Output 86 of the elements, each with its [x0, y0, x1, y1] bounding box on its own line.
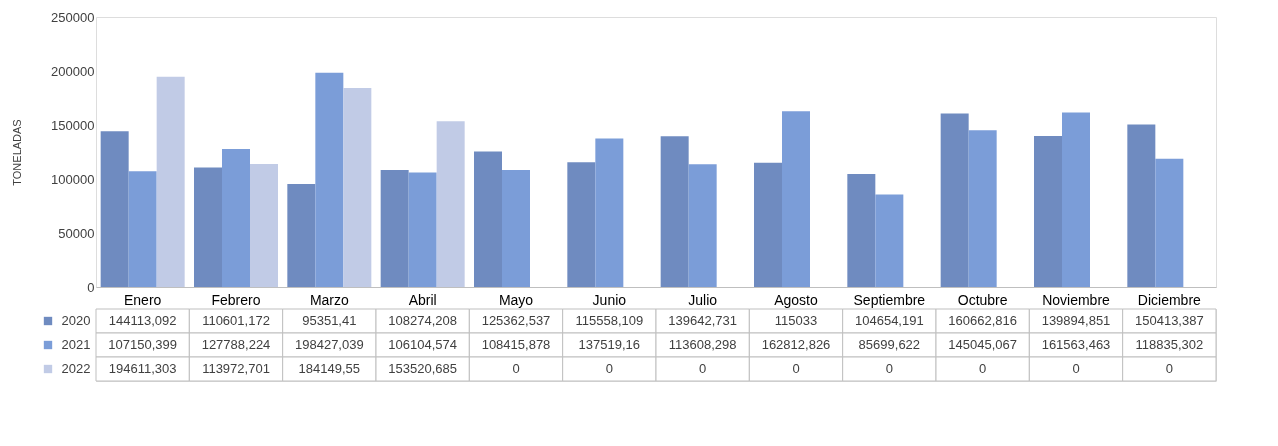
data-label: 144113,092: [108, 313, 177, 328]
bar: [436, 121, 465, 287]
bar: [754, 162, 782, 287]
bar: [100, 131, 129, 287]
data-label: 106104,574: [388, 337, 458, 352]
data-label: 127788,224: [201, 337, 271, 352]
bar: [194, 167, 222, 287]
legend-label: 2020: [61, 313, 91, 328]
data-label: 115558,109: [575, 313, 644, 328]
data-label: 162812,826: [761, 337, 831, 352]
data-label: 107150,399: [108, 337, 178, 352]
bar: [940, 113, 969, 287]
x-tick-label: Julio: [688, 291, 718, 308]
bar: [567, 162, 596, 287]
data-label: 198427,039: [294, 337, 364, 352]
y-tick-label: 100000: [51, 171, 95, 187]
data-label: 145045,067: [948, 337, 1018, 352]
legend-label: 2021: [61, 337, 91, 352]
bar: [660, 136, 689, 287]
x-tick-label: Abril: [408, 291, 437, 308]
data-label: 0: [885, 361, 893, 376]
data-label: 125362,537: [481, 313, 551, 328]
data-label: 108415,878: [481, 337, 551, 352]
data-label: 0: [699, 361, 707, 376]
bar: [1062, 112, 1090, 287]
bar: [315, 72, 344, 287]
data-label: 113608,298: [668, 337, 737, 352]
data-label: 139642,731: [668, 313, 738, 328]
legend-label: 2022: [61, 361, 91, 376]
data-label: 0: [1072, 361, 1080, 376]
data-label: 0: [979, 361, 987, 376]
bar: [782, 111, 810, 287]
y-tick-label: 0: [87, 279, 95, 295]
bar: [156, 76, 185, 287]
data-label: 139894,851: [1041, 313, 1111, 328]
bar: [968, 130, 997, 287]
bar: [688, 164, 717, 287]
data-label: 110601,172: [202, 313, 270, 328]
bar: [343, 88, 372, 287]
data-label: 0: [512, 361, 520, 376]
data-label: 0: [792, 361, 800, 376]
bar: [1155, 158, 1184, 287]
x-tick-label: Marzo: [309, 291, 349, 308]
data-label: 0: [1165, 361, 1173, 376]
bar: [408, 172, 437, 287]
data-label: 0: [605, 361, 613, 376]
y-tick-label: 50000: [58, 225, 95, 241]
data-label: 161563,463: [1041, 337, 1111, 352]
data-label: 153520,685: [388, 361, 458, 376]
data-label: 108274,208: [388, 313, 458, 328]
x-tick-label: Agosto: [774, 291, 818, 308]
data-label: 194611,303: [108, 361, 177, 376]
bar: [474, 151, 502, 287]
data-label: 95351,41: [302, 313, 357, 328]
y-tick-label: 200000: [51, 63, 95, 79]
x-tick-label: Diciembre: [1137, 291, 1202, 308]
data-label: 160662,816: [948, 313, 1018, 328]
x-tick-label: Febrero: [211, 291, 261, 308]
data-label: 184149,55: [298, 361, 361, 376]
bar: [847, 173, 876, 287]
bar: [595, 138, 624, 287]
data-label: 104654,191: [854, 313, 924, 328]
x-tick-label: Septiembre: [853, 291, 926, 308]
x-tick-label: Junio: [592, 291, 627, 308]
bar: [222, 148, 250, 287]
bar: [875, 194, 904, 287]
bar: [380, 170, 409, 287]
bar: [1034, 135, 1062, 287]
x-tick-label: Enero: [123, 291, 162, 308]
data-label: 115033: [774, 313, 818, 328]
data-label: 113972,701: [202, 361, 270, 376]
data-label: 137519,16: [578, 337, 641, 352]
bar: [502, 169, 530, 287]
y-tick-label: 150000: [51, 117, 95, 133]
bar: [250, 163, 278, 287]
x-tick-label: Octubre: [957, 291, 1008, 308]
data-label: 118835,302: [1135, 337, 1204, 352]
bar: [287, 184, 316, 287]
data-label: 150413,387: [1134, 313, 1204, 328]
y-axis-title: TONELADAS: [10, 119, 23, 186]
bar: [128, 171, 157, 287]
y-tick-label: 250000: [51, 9, 95, 25]
x-tick-label: Noviembre: [1042, 291, 1111, 308]
x-tick-label: Mayo: [498, 291, 534, 308]
data-label: 85699,622: [858, 337, 921, 352]
bar: [1127, 124, 1156, 287]
